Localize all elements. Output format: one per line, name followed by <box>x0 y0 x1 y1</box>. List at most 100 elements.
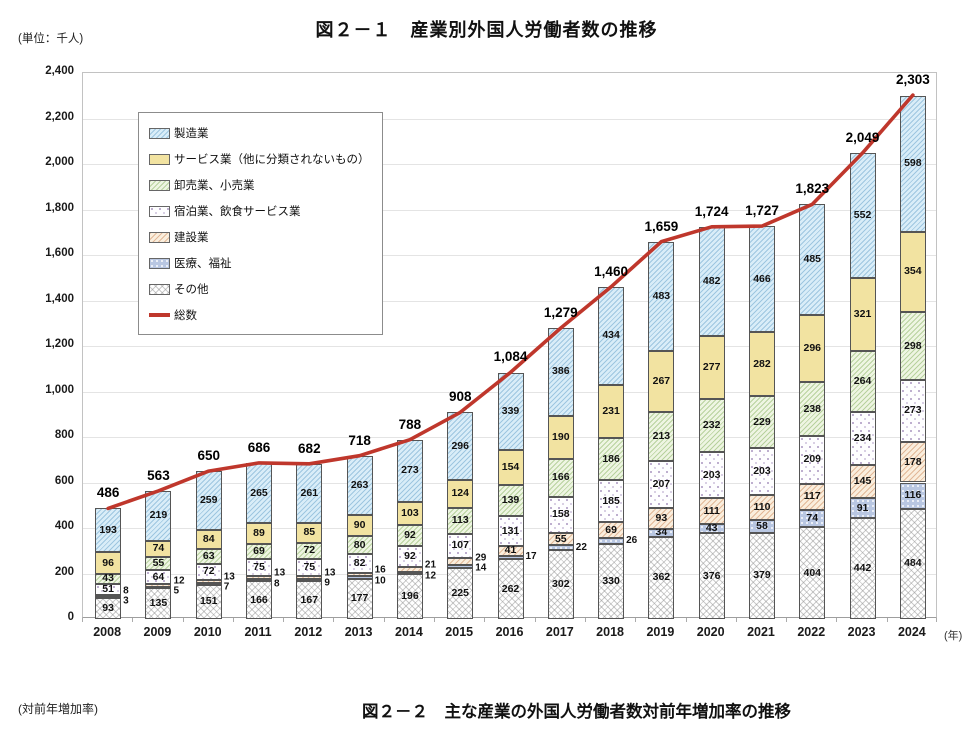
bar-segment-services <box>547 415 574 460</box>
bar-segment-others <box>497 559 524 619</box>
side-value-label: 17 <box>525 551 537 563</box>
legend-label: その他 <box>174 284 209 296</box>
x-axis-tick <box>886 618 888 622</box>
side-value-group: 13 9 <box>324 568 335 589</box>
total-value-label: 1,727 <box>745 203 779 219</box>
x-axis-tick <box>232 618 234 622</box>
legend-item: サービス業（他に分類されないもの） <box>149 146 370 172</box>
bar-segment-wholesale <box>296 542 323 559</box>
chart-title: 図２－１ 産業別外国人労働者数の推移 <box>315 20 658 40</box>
bar-segment-construction <box>296 576 323 579</box>
bar-segment-others <box>598 543 625 619</box>
total-value-label: 686 <box>247 439 271 455</box>
year-label: 2013 <box>344 625 373 639</box>
next-figure-title: 図２－２ 主な産業の外国人労働者数対前年増加率の推移 <box>362 703 791 721</box>
legend-swatch-others <box>149 283 170 295</box>
year-label: 2014 <box>395 625 423 639</box>
bar-segment-accommodation <box>447 533 474 559</box>
year-label: 2011 <box>244 625 272 639</box>
bar-segment-services <box>396 501 423 526</box>
bar-segment-services <box>598 385 625 438</box>
bar-segment-construction <box>799 483 826 511</box>
bar-segment-manufacturing <box>296 463 323 524</box>
x-axis-tick <box>584 618 586 622</box>
side-value-label: 12 <box>173 575 185 587</box>
bar-segment-manufacturing <box>598 286 625 386</box>
y-tick-label: 800 <box>54 429 74 441</box>
bar-segment-wholesale <box>698 399 725 453</box>
side-value-label: 8 <box>123 585 129 597</box>
bar-segment-services <box>748 332 775 397</box>
bar-segment-accommodation <box>346 554 373 573</box>
bar-segment-wholesale <box>346 535 373 555</box>
bar-segment-medical <box>396 571 423 575</box>
year-label: 2022 <box>797 625 826 639</box>
side-value-label: 7 <box>223 581 230 593</box>
y-tick-label: 2,000 <box>45 156 74 168</box>
y-tick-label: 600 <box>54 474 74 487</box>
legend-item: 建設業 <box>149 224 370 250</box>
bar-segment-manufacturing <box>396 439 423 502</box>
bar-segment-others <box>849 518 876 619</box>
bar-segment-others <box>195 584 222 619</box>
legend-swatch-total-line <box>149 313 170 317</box>
bar-segment-medical <box>447 564 474 568</box>
year-label: 2018 <box>596 625 624 639</box>
bar-segment-services <box>95 552 122 574</box>
bar-segment-accommodation <box>296 558 323 576</box>
bar-segment-manufacturing <box>447 412 474 480</box>
x-axis-tick <box>836 618 838 622</box>
bar-segment-services <box>296 523 323 543</box>
x-axis-tick <box>333 618 335 622</box>
bar-segment-others <box>748 532 775 619</box>
bar-segment-services <box>145 540 172 558</box>
legend-swatch-manufacturing <box>149 127 170 139</box>
total-value-label: 486 <box>96 485 120 501</box>
legend-swatch-medical <box>149 257 170 269</box>
total-value-label: 788 <box>398 416 422 432</box>
bar-segment-medical <box>698 523 725 534</box>
bar-segment-wholesale <box>195 549 222 564</box>
bar-segment-others <box>145 588 172 619</box>
side-value-label: 9 <box>324 577 330 589</box>
bar-segment-manufacturing <box>497 372 524 450</box>
bar-segment-manufacturing <box>195 471 222 531</box>
bar-segment-construction <box>145 584 172 588</box>
total-value-label: 1,823 <box>795 181 830 197</box>
bar-segment-construction <box>748 494 775 520</box>
bar-segment-services <box>849 278 876 352</box>
bar-segment-construction <box>698 498 725 524</box>
bar-segment-manufacturing <box>648 241 675 352</box>
x-axis-tick <box>786 618 788 622</box>
bar-segment-medical <box>899 482 926 509</box>
side-value-label: 22 <box>575 541 587 553</box>
bar-segment-wholesale <box>246 543 273 560</box>
legend-item-total: 総数 <box>149 302 370 328</box>
y-tick-label: 1,200 <box>45 338 74 350</box>
bar-segment-construction <box>346 572 373 577</box>
bar-segment-wholesale <box>497 484 524 517</box>
bar-segment-construction <box>547 532 574 546</box>
bar-segment-medical <box>748 519 775 533</box>
bar-segment-accommodation <box>748 448 775 495</box>
legend-box: 製造業 サービス業（他に分類されないもの） 卸売業、小売業 宿泊業、飲食サービス業 建設… <box>138 112 383 335</box>
side-value-group: 17 <box>526 552 537 563</box>
side-value-label: 5 <box>173 585 179 597</box>
bar-segment-construction <box>497 546 524 556</box>
bar-segment-wholesale <box>799 381 826 437</box>
bar-segment-medical <box>598 538 625 544</box>
bar-segment-accommodation <box>899 379 926 442</box>
bar-segment-manufacturing <box>145 490 172 541</box>
total-value-label: 718 <box>348 432 371 448</box>
bar-segment-medical <box>497 555 524 560</box>
side-value-group: 26 <box>626 535 637 547</box>
bar-segment-manufacturing <box>899 95 926 232</box>
year-label: 2024 <box>897 625 926 639</box>
legend-label: 製造業 <box>174 128 209 140</box>
bar-segment-accommodation <box>648 460 675 508</box>
legend-label: サービス業（他に分類されないもの） <box>174 154 370 166</box>
bar-segment-medical <box>849 497 876 519</box>
bar-segment-wholesale <box>145 557 172 570</box>
legend-swatch-wholesale <box>149 179 170 191</box>
x-axis-tick <box>82 618 83 622</box>
